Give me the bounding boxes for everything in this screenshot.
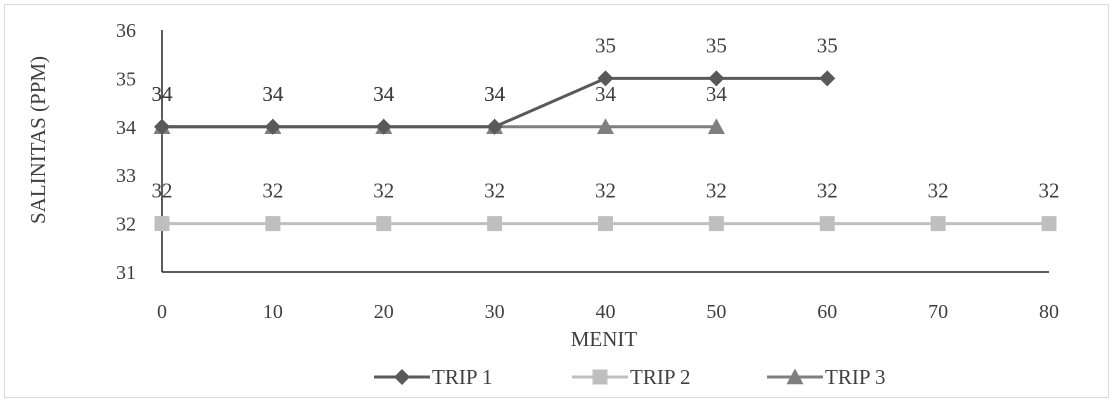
data-label: 35 — [817, 33, 838, 57]
x-tick-label: 20 — [374, 301, 394, 323]
data-label: 32 — [262, 179, 283, 203]
x-tick-label: 30 — [485, 301, 505, 323]
x-tick-label: 10 — [263, 301, 283, 323]
legend-label: TRIP 1 — [432, 365, 492, 389]
data-label: 34 — [373, 82, 395, 106]
data-point — [154, 118, 170, 135]
y-tick-label: 35 — [116, 68, 136, 90]
data-point — [154, 216, 170, 232]
x-tick-label: 80 — [1039, 301, 1059, 323]
data-label: 32 — [1039, 179, 1060, 203]
data-label: 35 — [595, 33, 616, 57]
chart-frame — [4, 4, 1109, 398]
legend-item-trip-2: TRIP 2 — [572, 365, 690, 389]
y-tick-label: 34 — [116, 117, 136, 139]
data-label: 34 — [262, 82, 284, 106]
data-point — [707, 118, 725, 135]
y-tick-label: 32 — [116, 214, 136, 236]
axes: 31 32 33 34 35 36 0 10 20 30 40 50 60 70 80 — [116, 20, 1059, 323]
data-label: 35 — [706, 33, 727, 57]
data-label: 32 — [817, 179, 838, 203]
legend-label: TRIP 2 — [630, 365, 690, 389]
data-point — [597, 118, 614, 135]
data-point — [264, 118, 281, 135]
data-point — [708, 70, 725, 87]
data-label: 34 — [262, 82, 284, 106]
data-label: 32 — [928, 179, 949, 203]
y-axis-title: SALINITAS (PPM) — [26, 56, 50, 224]
legend-item-trip-3: TRIP 3 — [767, 365, 885, 389]
legend: TRIP 1 TRIP 2 TRIP 3 — [374, 365, 885, 389]
legend-marker — [786, 368, 804, 385]
data-label: 34 — [595, 82, 617, 106]
x-axis-title: MENIT — [571, 327, 638, 351]
y-tick-label: 31 — [116, 262, 136, 284]
series-trip-1 — [154, 70, 836, 135]
y-tick-label: 36 — [116, 20, 136, 42]
legend-label: TRIP 3 — [825, 365, 885, 389]
x-tick-label: 50 — [706, 301, 726, 323]
x-tick-label: 40 — [596, 301, 616, 323]
data-point — [708, 216, 724, 232]
data-label: 32 — [152, 179, 173, 203]
data-point — [930, 216, 946, 232]
data-label: 32 — [595, 179, 616, 203]
data-point — [375, 118, 392, 135]
data-point — [1041, 216, 1057, 232]
data-point — [819, 216, 835, 232]
data-label: 34 — [152, 82, 174, 106]
legend-marker — [394, 369, 410, 385]
legend-marker — [592, 369, 608, 385]
x-tick-label: 0 — [157, 301, 167, 323]
data-label: 34 — [706, 82, 728, 106]
data-point — [819, 70, 836, 87]
data-label: 34 — [484, 82, 506, 106]
data-point — [376, 216, 392, 232]
data-point — [265, 216, 281, 232]
data-point — [597, 70, 614, 87]
legend-item-trip-1: TRIP 1 — [374, 365, 492, 389]
series-layer — [153, 70, 1057, 232]
x-tick-label: 70 — [928, 301, 948, 323]
data-point — [598, 216, 613, 232]
data-label: 32 — [706, 179, 727, 203]
series-trip-2 — [154, 216, 1057, 232]
data-label: 34 — [373, 82, 395, 106]
y-tick-label: 33 — [116, 165, 136, 187]
data-point — [487, 216, 503, 232]
data-label: 34 — [152, 82, 174, 106]
data-label: 32 — [484, 179, 505, 203]
data-label: 32 — [373, 179, 394, 203]
data-point — [486, 118, 503, 135]
data-label: 34 — [484, 82, 506, 106]
x-tick-label: 60 — [817, 301, 837, 323]
